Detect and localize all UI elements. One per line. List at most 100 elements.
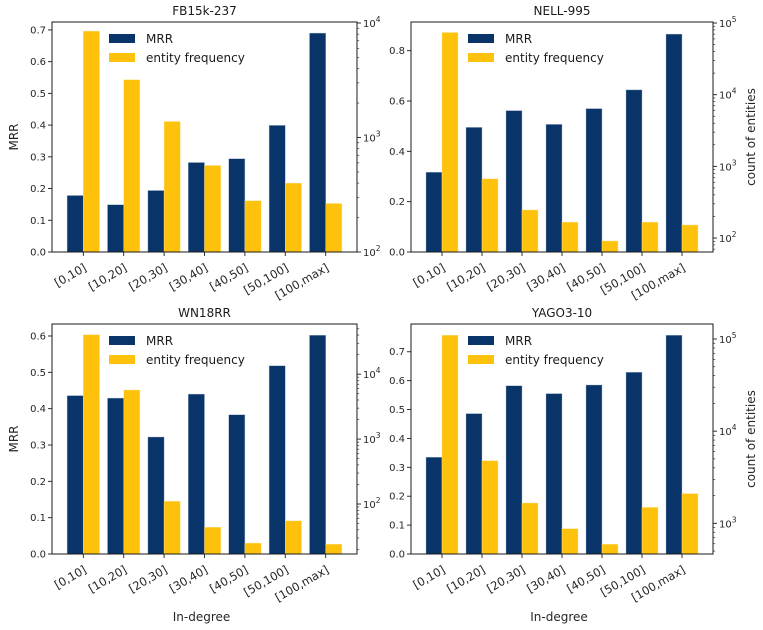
bar-mrr [309,32,326,253]
legend-label-entity-frequency: entity frequency [505,51,604,65]
bar-entity-frequency [641,221,659,253]
plot-title: NELL-995 [534,4,591,18]
bar-entity-frequency [163,501,181,555]
y-tick-label-left: 0.6 [30,57,46,68]
y-tick-label-right: 104 [363,15,381,30]
bar-mrr [188,393,205,555]
subplot-2: [0,10][10,20][20,30][30,40][40,50][50,10… [7,306,381,624]
axes-frame [410,323,714,555]
x-tick-label: [30,40] [524,562,567,595]
bar-mrr [147,190,165,253]
x-tick-label: [20,30] [484,260,527,293]
bar-entity-frequency [601,240,619,253]
bar-entity-frequency [123,389,141,555]
legend-label-mrr: MRR [505,32,532,46]
legend: MRR entity frequency [109,334,245,367]
bar-mrr [228,158,246,253]
bar-mrr [228,414,246,555]
x-tick-label: [20,30] [126,562,169,595]
bar-mrr [425,171,443,253]
bar-entity-frequency [244,200,262,253]
x-axis-label: In-degree [173,610,231,624]
y-tick-label-left: 0.2 [30,477,46,488]
bar-mrr [665,33,683,253]
bar-entity-frequency [325,544,343,555]
legend-swatch-entity-frequency [109,53,135,62]
x-tick-label: [0,10] [411,260,448,289]
bar-mrr [147,436,165,555]
x-tick-label: [0,10] [52,562,89,591]
y-tick-label-left: 0.8 [389,46,405,57]
x-tick-label: [20,30] [126,260,169,293]
legend-swatch-mrr [468,34,494,43]
bar-mrr [545,393,563,555]
y-tick-label-right: 102 [363,244,381,259]
legend-label-entity-frequency: entity frequency [146,51,245,65]
bar-entity-frequency [325,203,343,253]
bar-entity-frequency [561,528,579,555]
y-tick-label-left: 0.5 [389,405,405,416]
bar-mrr [309,335,326,555]
y-tick-label-left: 0.4 [30,404,46,415]
x-tick-label: [0,10] [411,562,448,591]
y-tick-label-right: 103 [719,515,737,530]
plot-title: WN18RR [178,306,231,320]
legend: MRR entity frequency [468,32,604,65]
x-tick-label: [30,40] [167,260,210,293]
bar-entity-frequency [204,165,221,253]
y-tick-label-left: 0.4 [389,147,405,158]
bar-entity-frequency [481,178,499,253]
legend-swatch-mrr [109,336,135,345]
bar-entity-frequency [123,79,141,253]
plot-title: FB15k-237 [172,4,237,18]
y-tick-label-left: 0.6 [389,376,405,387]
legend-swatch-mrr [468,336,494,345]
subplot-0: [0,10][10,20][20,30][30,40][40,50][50,10… [7,4,381,302]
legend-swatch-entity-frequency [468,355,494,364]
legend-label-mrr: MRR [146,334,173,348]
bar-entity-frequency [163,121,181,253]
bar-entity-frequency [681,493,699,555]
subplot-1: [0,10][10,20][20,30][30,40][40,50][50,10… [389,4,758,302]
y-axis-label-right: count of entities [744,88,758,186]
y-tick-label-left: 0.4 [389,434,405,445]
y-tick-label-right: 103 [719,158,737,173]
bar-mrr [505,110,523,253]
y-axis-label-left: MRR [7,425,21,452]
y-tick-label-left: 0.7 [30,25,46,36]
bar-mrr [545,124,563,253]
y-tick-label-right: 103 [363,431,381,446]
y-tick-label-left: 0.0 [30,248,46,259]
x-tick-label: [30,40] [167,562,210,595]
bar-mrr [585,108,603,253]
bar-entity-frequency [521,209,539,253]
y-tick-label-left: 0.4 [30,121,46,132]
x-tick-label: [10,20] [444,260,487,293]
y-tick-label-left: 0.5 [30,89,46,100]
legend: MRR entity frequency [468,334,604,367]
bar-mrr [465,127,483,253]
x-tick-label: [0,10] [52,260,89,289]
y-tick-label-right: 104 [363,366,381,381]
legend-swatch-entity-frequency [109,355,135,364]
bar-mrr [188,162,205,253]
y-tick-label-left: 0.0 [389,550,405,561]
y-tick-label-left: 0.6 [30,331,46,342]
bar-entity-frequency [561,221,579,253]
bar-mrr [66,395,84,555]
y-axis-label-right: count of entities [744,390,758,488]
y-tick-label-right: 104 [719,423,737,438]
plot-title: YAGO3-10 [531,306,592,320]
y-tick-label-left: 0.7 [389,347,405,358]
bar-entity-frequency [481,460,499,555]
y-tick-label-left: 0.3 [30,152,46,163]
x-tick-label: [10,20] [86,562,129,595]
bar-entity-frequency [285,182,302,253]
bar-mrr [505,385,523,555]
y-tick-label-left: 0.0 [30,550,46,561]
legend-swatch-mrr [109,34,135,43]
legend-label-entity-frequency: entity frequency [146,353,245,367]
y-tick-label-left: 0.0 [389,248,405,259]
x-tick-label: [20,30] [484,562,527,595]
